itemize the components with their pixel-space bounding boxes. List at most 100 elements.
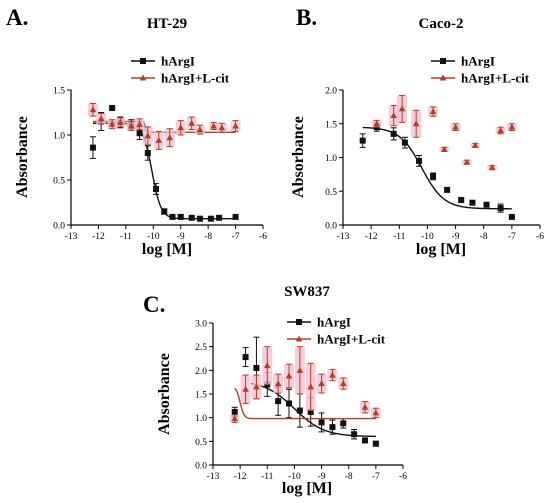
y-tick-label: 0.0 <box>53 222 65 232</box>
data-point-square <box>401 139 408 146</box>
y-axis-label: Absorbance <box>14 116 31 198</box>
x-tick-label: -13 <box>65 232 78 242</box>
data-point-triangle <box>429 108 437 115</box>
data-point-square <box>415 157 422 164</box>
data-point-square <box>169 213 176 220</box>
legend-marker-triangle <box>439 74 447 81</box>
data-point-square <box>207 215 214 222</box>
data-point-triangle <box>497 127 504 133</box>
data-point-triangle <box>463 158 471 165</box>
x-tick-label: -9 <box>318 472 326 482</box>
data-point-triangle <box>196 126 204 133</box>
x-axis-label: log [M] <box>416 241 466 258</box>
data-point-square <box>109 105 116 111</box>
data-point-square <box>372 440 379 447</box>
data-point-triangle <box>339 380 347 387</box>
y-tick-label: 0.5 <box>195 438 207 448</box>
fit-curve <box>362 126 512 210</box>
y-tick-label: 0.5 <box>53 177 65 187</box>
data-point-square <box>253 364 260 371</box>
data-point-square <box>196 215 203 222</box>
data-point-square <box>275 398 282 405</box>
y-tick-label: 1.0 <box>325 154 337 164</box>
data-point-square <box>242 354 249 361</box>
legend-label: hArgI <box>461 54 495 69</box>
y-axis-label: Absorbance <box>156 353 173 435</box>
data-point-square <box>390 130 397 137</box>
data-point-triangle <box>412 120 420 127</box>
legend-label: hArgI <box>317 315 351 330</box>
y-tick-label: 2.0 <box>325 87 337 97</box>
data-point-square <box>161 208 168 215</box>
x-axis-label: log [M] <box>142 241 192 258</box>
data-point-triangle <box>136 120 143 127</box>
data-point-triangle <box>390 112 397 119</box>
y-axis-label: Absorbance <box>290 116 307 198</box>
x-tick-label: -8 <box>204 232 212 242</box>
data-point-square <box>483 201 490 208</box>
legend-marker-triangle <box>295 335 303 342</box>
data-point-triangle <box>242 385 249 392</box>
y-tick-label: 1.5 <box>53 87 65 97</box>
y-tick-label: 1.5 <box>325 120 337 130</box>
chart-title: HT-29 <box>147 16 187 32</box>
data-point-square <box>153 186 160 192</box>
data-point-square <box>136 130 143 137</box>
data-point-square <box>307 408 314 415</box>
x-tick-label: -9 <box>177 232 185 242</box>
data-point-square <box>508 213 515 220</box>
legend-marker-square <box>440 58 446 64</box>
x-tick-label: -11 <box>261 472 274 482</box>
y-tick-label: 0.0 <box>325 222 337 232</box>
y-tick-label: 0.0 <box>195 462 207 472</box>
data-point-triangle <box>155 136 163 143</box>
legend-label: hArgI+L-cit <box>317 332 386 347</box>
chart-title: Caco-2 <box>419 16 464 32</box>
data-point-triangle <box>318 380 325 387</box>
legend-label: hArgI+L-cit <box>461 71 530 86</box>
y-tick-label: 1.5 <box>195 391 207 401</box>
data-point-square <box>340 420 347 427</box>
x-tick-label: -8 <box>480 232 488 242</box>
data-point-triangle <box>166 134 174 141</box>
x-tick-label: -12 <box>365 232 378 242</box>
data-point-triangle <box>441 145 448 152</box>
data-point-triangle <box>188 119 195 126</box>
data-point-triangle <box>471 141 479 148</box>
data-point-triangle <box>89 106 97 113</box>
data-point-square <box>497 205 504 212</box>
data-point-square <box>231 408 238 415</box>
fit-curve <box>234 387 376 420</box>
y-tick-label: 2.0 <box>195 367 207 377</box>
x-tick-label: -6 <box>399 472 407 482</box>
chart-panel-1: A. HT-29 -13 -12 -11 -10 -9 -8 -7 -6 0.0 0.5 1.0 1.5 l… <box>6 5 267 258</box>
data-point-square <box>351 431 358 438</box>
data-point-square <box>232 213 239 220</box>
data-point-triangle <box>231 415 239 422</box>
fit-curve <box>92 122 236 220</box>
data-point-triangle <box>177 124 185 131</box>
data-point-triangle <box>488 164 496 171</box>
data-point-triangle <box>296 366 304 373</box>
x-tick-label: -13 <box>207 472 220 482</box>
x-tick-label: -6 <box>536 232 544 242</box>
chart-panel-3: C. SW837 -13 -12 -11 -10 -9 -8 -7 -6 0.0 0.5 1.0 1.5 2… <box>143 284 407 497</box>
panel-letter: B. <box>296 5 317 30</box>
data-point-triangle <box>97 115 105 122</box>
chart-panel-2: B. Caco-2 -13 -12 -11 -10 -9 -8 -7 -6 0.0 0.5 1.0 1.5… <box>290 5 544 258</box>
data-point-triangle <box>128 122 135 129</box>
legend-label: hArgI <box>161 54 195 69</box>
data-point-triangle <box>210 122 217 129</box>
data-point-square <box>144 150 151 156</box>
data-point-triangle <box>218 124 226 131</box>
data-point-triangle <box>508 123 516 130</box>
data-point-triangle <box>307 383 315 390</box>
y-tick-label: 1.0 <box>53 132 65 142</box>
data-point-square <box>359 137 366 144</box>
x-tick-label: -10 <box>421 232 434 242</box>
data-point-square <box>318 419 325 426</box>
x-tick-label: -7 <box>372 472 380 482</box>
x-tick-label: -13 <box>337 232 350 242</box>
data-point-square <box>430 173 437 180</box>
